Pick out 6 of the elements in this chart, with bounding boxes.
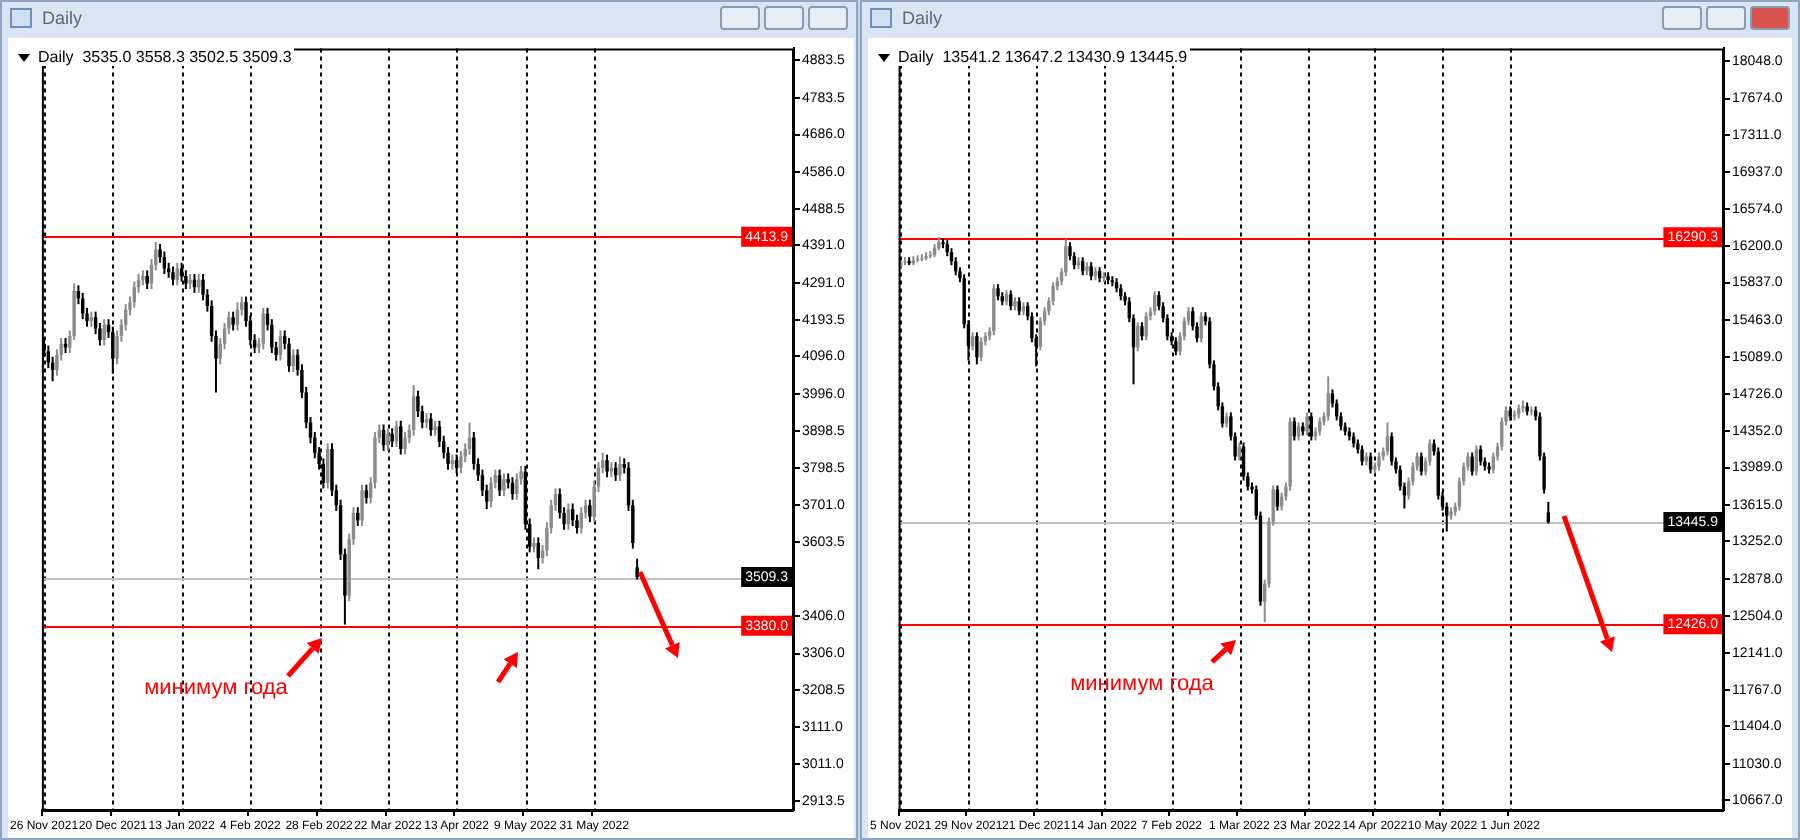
- annotation: минимум года: [144, 676, 288, 700]
- chart-subtitle: Daily 13541.2 13647.2 13430.9 13445.9: [896, 48, 1190, 66]
- chart-title: Daily: [42, 8, 83, 28]
- chart-title: Daily: [902, 8, 943, 28]
- chart-subtitle: Daily 3535.0 3558.3 3502.5 3509.3: [36, 48, 294, 66]
- annotation: минимум года: [1070, 672, 1214, 696]
